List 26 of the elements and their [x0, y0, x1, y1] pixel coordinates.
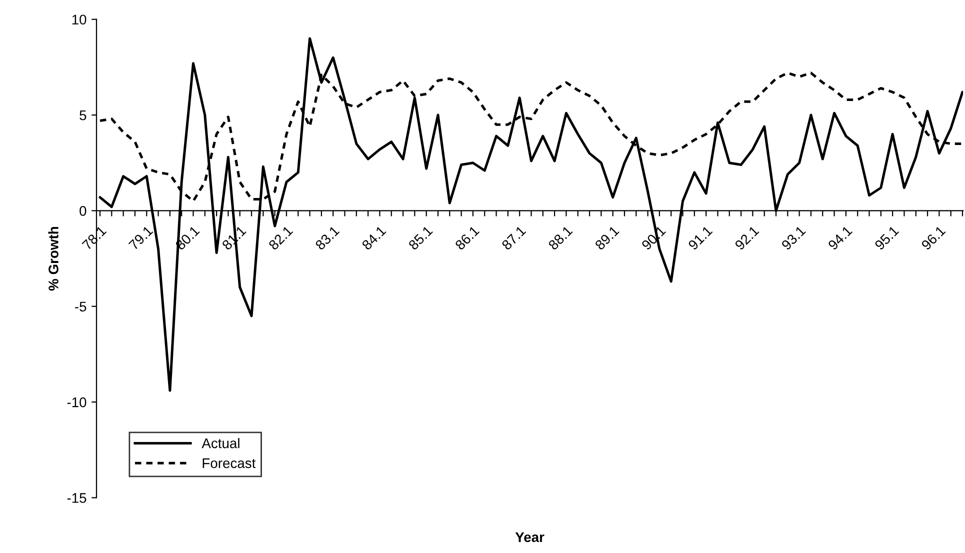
- x-tick-label: 96.1: [920, 225, 946, 250]
- x-tick-label: 94.1: [828, 225, 853, 250]
- x-tick-label: 95.1: [874, 225, 900, 250]
- x-tick-label: 83.1: [314, 225, 340, 250]
- y-tick-label: 5: [80, 110, 86, 120]
- y-axis-title: % Growth: [48, 226, 58, 291]
- x-tick-label: 88.1: [548, 225, 573, 250]
- x-tick-label: 93.1: [780, 225, 806, 250]
- y-tick-label: 10: [72, 14, 86, 25]
- x-tick-label: 85.1: [408, 225, 434, 250]
- x-tick-label: 90.1: [641, 225, 666, 250]
- x-tick-label: 91.1: [688, 225, 713, 250]
- legend-label: Forecast: [202, 458, 256, 468]
- y-tick-label: 0: [80, 206, 86, 216]
- x-tick-label: 84.1: [361, 225, 386, 250]
- x-axis-title: Year: [515, 532, 544, 542]
- y-tick-label: -15: [67, 493, 86, 503]
- x-tick-label: 87.1: [501, 225, 526, 250]
- y-tick-label: -5: [75, 302, 86, 312]
- x-tick-label: 86.1: [454, 225, 480, 250]
- x-tick-label: 92.1: [734, 225, 760, 250]
- x-tick-label: 82.1: [268, 225, 294, 250]
- y-tick-label: -10: [67, 397, 86, 408]
- x-tick-label: 89.1: [594, 225, 620, 250]
- legend-label: Actual: [202, 438, 240, 448]
- x-tick-label: 79.1: [128, 225, 154, 250]
